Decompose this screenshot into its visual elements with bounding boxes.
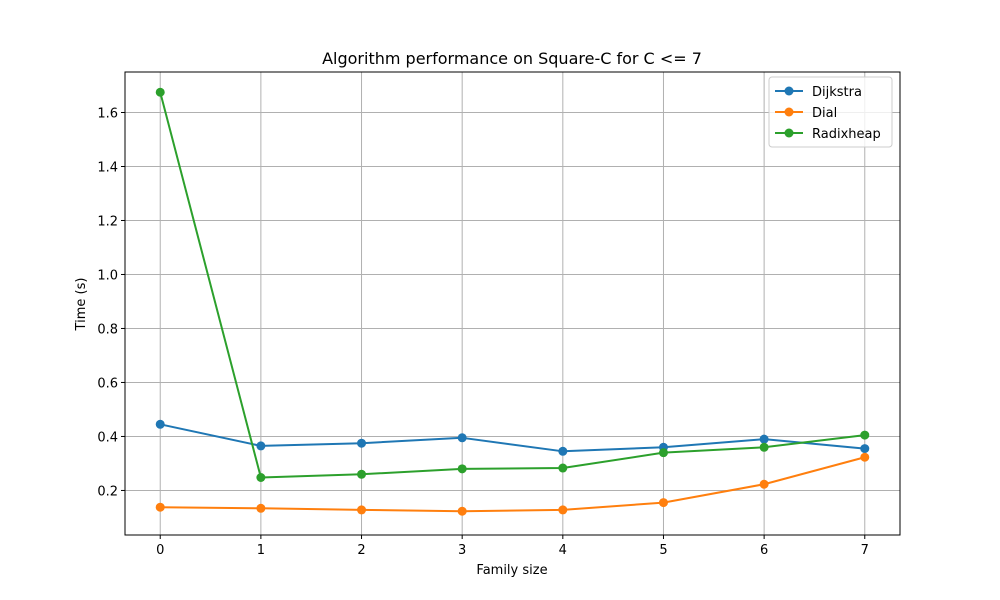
y-axis-label: Time (s) bbox=[74, 278, 89, 332]
x-tick-label: 7 bbox=[861, 543, 869, 558]
data-point bbox=[658, 498, 668, 508]
series-dijkstra bbox=[155, 419, 870, 456]
data-point bbox=[256, 503, 266, 513]
data-point bbox=[457, 433, 467, 443]
series-line bbox=[159, 91, 865, 479]
series-radixheap bbox=[155, 87, 870, 482]
data-point bbox=[155, 87, 165, 97]
data-point bbox=[256, 441, 266, 451]
data-point bbox=[759, 479, 769, 489]
legend-marker bbox=[784, 86, 794, 96]
data-point bbox=[357, 469, 367, 479]
legend-item: Radixheap bbox=[775, 127, 881, 142]
y-tick-label: 0.4 bbox=[97, 430, 118, 445]
y-tick-label: 0.2 bbox=[97, 484, 118, 499]
y-tick-label: 1.4 bbox=[97, 160, 118, 175]
data-point bbox=[658, 448, 668, 458]
axis-ticks: 0 1 2 3 4 5 6 7 0.2 0.4 0.6 0.8 1.0 1.2 1.4 1.6 bbox=[97, 106, 869, 558]
legend-marker bbox=[784, 128, 794, 138]
x-tick-label: 2 bbox=[357, 543, 365, 558]
x-tick-label: 0 bbox=[156, 543, 164, 558]
legend-marker bbox=[784, 107, 794, 117]
legend-item: Dial bbox=[775, 106, 837, 121]
data-point bbox=[357, 438, 367, 448]
data-point bbox=[759, 442, 769, 452]
legend-label: Radixheap bbox=[812, 127, 881, 142]
y-tick-label: 1.2 bbox=[97, 214, 118, 229]
y-tick-label: 0.8 bbox=[97, 322, 118, 337]
legend-box bbox=[768, 76, 893, 148]
data-point bbox=[860, 444, 870, 454]
data-point bbox=[558, 446, 568, 456]
legend-item: Dijkstra bbox=[775, 85, 862, 100]
plot-series bbox=[155, 87, 870, 516]
data-point bbox=[860, 452, 870, 462]
series-line bbox=[160, 423, 865, 453]
x-tick-label: 3 bbox=[458, 543, 466, 558]
data-point bbox=[558, 505, 568, 515]
data-point bbox=[357, 505, 367, 515]
data-point bbox=[256, 472, 266, 482]
x-tick-label: 4 bbox=[559, 543, 567, 558]
y-tick-label: 1.6 bbox=[97, 106, 118, 121]
x-axis-label: Family size bbox=[476, 563, 547, 578]
x-tick-label: 5 bbox=[659, 543, 667, 558]
legend-label: Dijkstra bbox=[812, 85, 862, 100]
legend-label: Dial bbox=[812, 106, 837, 121]
y-tick-label: 1.0 bbox=[97, 268, 118, 283]
data-point bbox=[759, 434, 769, 444]
grid-lines bbox=[125, 72, 900, 535]
data-point bbox=[860, 430, 870, 440]
data-point bbox=[155, 419, 165, 429]
chart-title: Algorithm performance on Square-C for C … bbox=[322, 49, 702, 68]
series-line bbox=[160, 456, 866, 513]
data-point bbox=[155, 502, 165, 512]
data-point bbox=[457, 464, 467, 474]
x-tick-label: 6 bbox=[760, 543, 768, 558]
x-tick-label: 1 bbox=[257, 543, 265, 558]
data-point bbox=[558, 463, 568, 473]
series-dial bbox=[155, 452, 870, 516]
plot-area-frame bbox=[124, 71, 901, 536]
data-point bbox=[457, 506, 467, 516]
y-tick-label: 0.6 bbox=[97, 376, 118, 391]
legend: Dijkstra Dial Radixheap bbox=[768, 76, 893, 148]
